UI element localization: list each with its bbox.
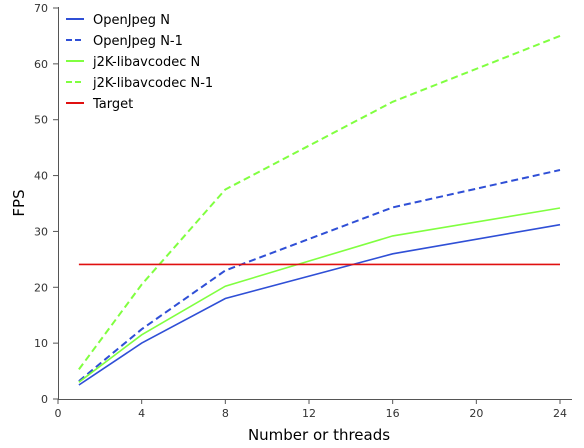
y-axis-title: FPS <box>10 189 28 216</box>
x-tick-label: 12 <box>302 407 316 420</box>
axes <box>58 7 572 400</box>
x-tick-label: 24 <box>553 407 567 420</box>
y-tick-label: 40 <box>34 170 48 183</box>
legend-label-openjpeg-n-1: OpenJpeg N-1 <box>93 34 183 49</box>
legend-label-openjpeg-n: OpenJpeg N <box>93 13 170 28</box>
legend-label-target: Target <box>92 97 133 112</box>
y-tick-label: 60 <box>34 58 48 71</box>
ticks: 0 4 8 12 16 20 24 0 10 20 30 40 50 60 70 <box>34 2 567 420</box>
series-line-j2k-libavcodec-n-1 <box>78 34 561 370</box>
y-tick-label: 10 <box>34 337 48 350</box>
y-tick-label: 50 <box>34 114 48 127</box>
series-line-openjpeg-n-1 <box>78 169 561 382</box>
legend-label-j2k-libavcodec-n-1: j2K-libavcodec N-1 <box>92 76 213 91</box>
x-tick-label: 16 <box>386 407 400 420</box>
y-tick-label: 30 <box>34 225 48 238</box>
legend: OpenJpeg N OpenJpeg N-1 j2K-libavcodec N j2… <box>66 13 213 112</box>
series-lines <box>78 34 561 386</box>
series-line-openjpeg-n <box>78 223 561 386</box>
x-tick-label: 4 <box>138 407 145 420</box>
series-line-j2k-libavcodec-n <box>78 207 561 383</box>
x-tick-label: 20 <box>469 407 483 420</box>
y-tick-label: 20 <box>34 281 48 294</box>
x-tick-label: 0 <box>55 407 62 420</box>
y-tick-label: 0 <box>41 393 48 406</box>
y-tick-label: 70 <box>34 2 48 15</box>
x-tick-label: 8 <box>222 407 229 420</box>
legend-label-j2k-libavcodec-n: j2K-libavcodec N <box>92 55 200 70</box>
x-axis-title: Number or threads <box>248 426 390 444</box>
